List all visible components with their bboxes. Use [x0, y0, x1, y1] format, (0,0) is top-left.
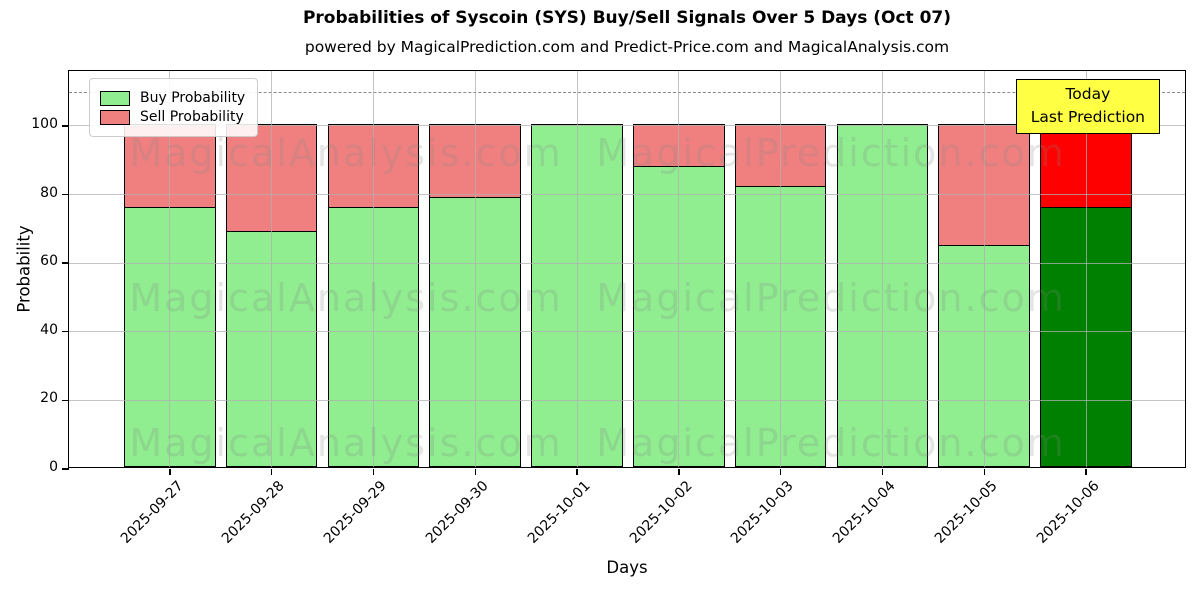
x-tick-mark-2025-09-30 — [474, 469, 476, 475]
gridline-x-2025-09-27 — [169, 71, 171, 467]
bar-slot-2025-10-03 — [730, 71, 832, 475]
x-tick-label-2025-10-04: 2025-10-04 — [829, 478, 899, 547]
gridline-x-2025-09-30 — [474, 71, 476, 467]
legend-item-sell: Sell Probability — [100, 109, 245, 125]
legend-label: Buy Probability — [140, 90, 246, 106]
y-tick-mark-20 — [62, 399, 69, 402]
y-tick-label-20: 20 — [40, 390, 58, 407]
x-axis-label: Days — [606, 558, 648, 577]
gridline-x-2025-10-01 — [576, 71, 578, 467]
gridline-y-100 — [69, 125, 1185, 127]
x-tick-label-2025-09-28: 2025-09-28 — [219, 478, 289, 547]
bar-slot-2025-10-01 — [526, 71, 628, 475]
x-tick-label-2025-09-30: 2025-09-30 — [422, 478, 492, 547]
bar-slot-2025-09-29 — [323, 71, 425, 475]
y-tick-mark-100 — [62, 125, 69, 127]
bar-slot-2025-10-04 — [832, 71, 934, 475]
gridline-y-20 — [69, 399, 1185, 401]
chart-subtitle: powered by MagicalPrediction.com and Pre… — [304, 38, 950, 56]
x-tick-mark-2025-09-27 — [169, 469, 171, 475]
gridline-x-2025-09-29 — [372, 71, 374, 467]
x-tick-label-2025-10-03: 2025-10-03 — [728, 478, 798, 547]
y-tick-label-40: 40 — [40, 321, 58, 338]
x-tick-mark-2025-10-05 — [983, 469, 985, 475]
x-tick-mark-2025-10-03 — [779, 469, 782, 475]
x-tick-label-2025-10-01: 2025-10-01 — [524, 478, 594, 547]
annotation-line-2: Last Prediction — [1030, 108, 1145, 127]
x-tick-mark-2025-10-01 — [576, 469, 578, 475]
annotation-line-1: Today — [1065, 85, 1111, 103]
bar-slot-2025-10-02 — [628, 71, 730, 475]
x-tick-mark-2025-10-04 — [881, 469, 884, 475]
gridline-x-2025-10-05 — [983, 71, 985, 467]
bar-slot-2025-10-05 — [933, 71, 1035, 475]
gridline-x-2025-10-03 — [780, 71, 782, 467]
chart-title: Probabilities of Syscoin (SYS) Buy/Sell … — [302, 8, 952, 28]
gridline-x-2025-10-02 — [678, 71, 680, 467]
bar-slot-2025-09-28 — [221, 71, 323, 475]
x-tick-label-2025-09-29: 2025-09-29 — [320, 478, 390, 547]
y-tick-label-60: 60 — [40, 253, 58, 270]
gridline-y-60 — [69, 262, 1185, 264]
y-tick-mark-60 — [62, 262, 69, 264]
x-tick-label-2025-09-27: 2025-09-27 — [117, 478, 187, 547]
gridline-y-80 — [69, 194, 1185, 196]
bar-slot-2025-09-30 — [424, 71, 526, 475]
y-tick-label-0: 0 — [49, 459, 58, 475]
bar-slot-2025-10-06 — [1035, 71, 1137, 475]
bar-row — [119, 71, 1137, 475]
dashed-reference-line — [69, 91, 1185, 93]
legend: Buy Probability Sell Probability — [89, 78, 259, 137]
x-tick-label-2025-10-02: 2025-10-02 — [626, 478, 696, 547]
y-tick-label-80: 80 — [40, 184, 58, 201]
today-annotation: Today Last Prediction — [1015, 79, 1160, 134]
x-tick-mark-2025-09-29 — [372, 469, 375, 475]
y-tick-mark-40 — [62, 331, 69, 333]
gridline-y-40 — [69, 331, 1185, 333]
legend-label: Sell Probability — [140, 109, 244, 125]
x-tick-mark-2025-09-28 — [270, 469, 273, 475]
y-tick-mark-0 — [62, 468, 69, 470]
gridline-x-2025-10-04 — [881, 71, 883, 467]
x-tick-label-2025-10-06: 2025-10-06 — [1033, 478, 1103, 547]
gridline-x-2025-09-28 — [271, 71, 273, 467]
legend-swatch-sell — [100, 109, 130, 125]
y-tick-label-100: 100 — [31, 115, 58, 132]
gridline-x-2025-10-06 — [1085, 71, 1087, 467]
legend-swatch-buy — [100, 90, 130, 106]
legend-item-buy: Buy Probability — [100, 90, 245, 106]
y-tick-mark-80 — [62, 193, 69, 196]
x-tick-label-2025-10-05: 2025-10-05 — [931, 478, 1001, 547]
plot-area: Buy Probability Sell Probability Today La… — [62, 70, 1186, 475]
x-tick-mark-2025-10-06 — [1085, 469, 1087, 475]
bar-slot-2025-09-27 — [119, 71, 221, 475]
x-tick-mark-2025-10-02 — [678, 469, 680, 475]
